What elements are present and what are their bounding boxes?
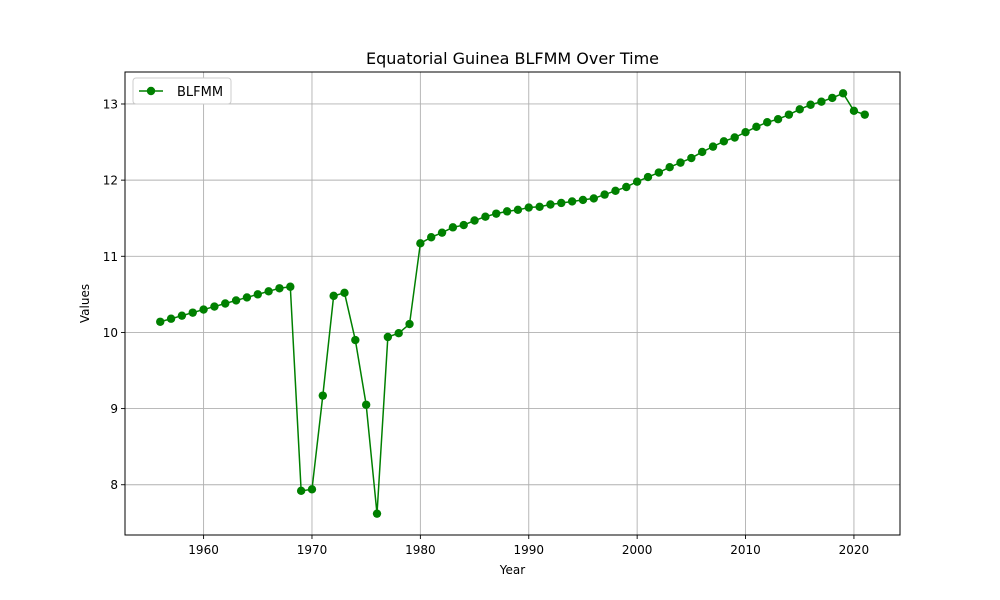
data-point (329, 291, 338, 301)
x-axis: 1960 1970 1980 1990 2000 2010 2020 (188, 535, 869, 557)
data-point (177, 311, 187, 320)
y-axis-label: Values (78, 284, 92, 323)
data-point (741, 127, 750, 137)
data-point (600, 190, 609, 199)
data-point (513, 205, 523, 215)
data-point (492, 209, 501, 218)
data-point (676, 158, 685, 167)
y-tick-label: 11 (103, 250, 118, 264)
data-point (437, 228, 447, 237)
data-point (860, 110, 869, 119)
x-tick-label: 1990 (513, 543, 544, 557)
data-point (708, 142, 718, 151)
y-tick-label: 13 (103, 97, 118, 111)
data-point (231, 296, 241, 305)
data-point (372, 509, 382, 518)
data-point (654, 168, 664, 177)
data-point (210, 302, 219, 311)
data-point (557, 198, 566, 208)
y-tick-label: 9 (110, 402, 118, 416)
x-axis-label: Year (499, 563, 525, 577)
data-point (340, 288, 349, 298)
data-point (188, 308, 197, 317)
data-point (427, 233, 436, 242)
data-point (784, 110, 794, 119)
plot-area-frame (124, 71, 901, 536)
legend-label: BLFMM (177, 85, 223, 100)
data-point (383, 332, 393, 342)
data-point (221, 299, 230, 308)
data-point (719, 137, 729, 146)
data-point (296, 486, 306, 496)
series-layer (156, 89, 869, 518)
grid-lines (125, 72, 900, 535)
data-point (806, 100, 815, 109)
data-point (286, 282, 295, 291)
data-point (448, 223, 458, 232)
data-point (361, 400, 371, 409)
data-point (622, 182, 631, 192)
data-point (546, 200, 555, 209)
data-point (643, 172, 653, 182)
data-point (459, 220, 468, 230)
data-point (773, 115, 783, 124)
data-point (838, 89, 848, 98)
x-tick-label: 2020 (839, 543, 870, 557)
data-point (589, 194, 598, 203)
data-point (567, 197, 577, 206)
y-tick-label: 12 (103, 174, 118, 188)
x-tick-label: 1980 (405, 543, 436, 557)
data-point (405, 319, 414, 329)
data-point (156, 317, 165, 326)
data-point (394, 329, 403, 338)
data-point (763, 118, 772, 127)
x-tick-label: 1960 (188, 543, 219, 557)
data-point (481, 212, 490, 221)
data-point (166, 314, 176, 323)
data-point (275, 284, 284, 293)
legend-marker-swatch (146, 86, 156, 96)
data-point (524, 203, 533, 212)
data-point (578, 195, 588, 205)
data-point (253, 290, 262, 299)
data-point (795, 105, 804, 114)
legend: BLFMM (132, 77, 232, 105)
x-tick-label: 2010 (730, 543, 761, 557)
data-point (264, 287, 273, 296)
x-tick-label: 2000 (622, 543, 653, 557)
data-point (752, 122, 761, 132)
data-point (828, 93, 837, 103)
data-point (307, 485, 317, 494)
data-point (849, 106, 859, 116)
data-point (199, 305, 208, 314)
data-point (351, 335, 360, 345)
y-tick-label: 10 (103, 326, 118, 340)
data-point (697, 147, 707, 157)
legend-box (132, 77, 232, 105)
data-point (470, 216, 479, 225)
data-point (416, 239, 425, 248)
x-tick-label: 1970 (297, 543, 328, 557)
data-point (730, 133, 739, 142)
data-point (817, 97, 826, 106)
data-point (611, 186, 620, 195)
data-point (502, 207, 512, 216)
data-point (665, 162, 674, 172)
data-point (242, 293, 252, 302)
chart-title: Equatorial Guinea BLFMM Over Time (366, 49, 659, 68)
data-point (535, 202, 544, 211)
data-point (318, 391, 328, 400)
y-tick-label: 8 (110, 478, 118, 492)
y-axis: 8 9 10 11 12 13 (103, 97, 125, 492)
data-point (632, 177, 642, 186)
data-point (687, 153, 696, 163)
